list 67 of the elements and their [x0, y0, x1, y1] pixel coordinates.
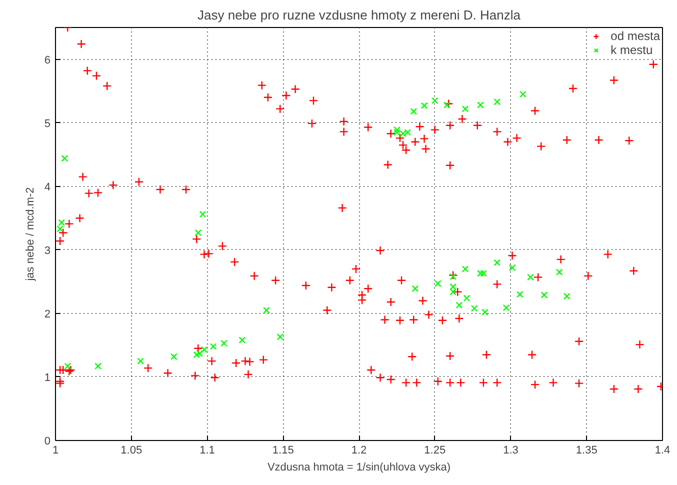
point — [462, 105, 469, 112]
point — [470, 304, 478, 312]
point — [519, 90, 526, 98]
point — [502, 304, 510, 312]
x-axis-title: Vzdusna hmota = 1/sin(uhlova vyska) — [267, 462, 451, 474]
y-tick-label: 4 — [44, 181, 51, 194]
point — [482, 308, 488, 316]
x-tick-label: 1.1 — [200, 444, 215, 456]
point — [64, 362, 72, 370]
point — [58, 219, 65, 226]
x-tick-label: 1.2 — [351, 444, 367, 456]
point — [238, 336, 246, 344]
y-tick-label: 3 — [44, 244, 51, 257]
point — [200, 346, 208, 354]
point — [494, 98, 501, 106]
y-tick-label: 2 — [44, 308, 51, 320]
point — [199, 210, 206, 218]
point — [480, 270, 487, 277]
point — [210, 343, 217, 350]
point — [263, 306, 270, 314]
x-tick-label: 1.05 — [120, 444, 142, 456]
point — [94, 362, 102, 370]
point — [394, 126, 400, 134]
y-tick-label: 1 — [44, 372, 51, 384]
point — [476, 270, 484, 277]
point — [456, 302, 463, 309]
point — [450, 288, 457, 296]
point — [420, 102, 428, 110]
point — [193, 351, 200, 358]
point — [410, 108, 418, 115]
point — [463, 294, 470, 302]
point — [61, 154, 68, 162]
y-tick-label: 5 — [44, 118, 51, 130]
y-tick-label: 0 — [44, 436, 51, 448]
point — [434, 280, 442, 287]
point — [450, 273, 457, 280]
x-tick-label: 1 — [52, 444, 59, 456]
point — [194, 229, 202, 236]
x-tick-label: 1.4 — [654, 444, 670, 456]
x-tick-label: 1.25 — [424, 444, 446, 456]
point — [516, 290, 524, 298]
point — [540, 292, 548, 298]
point — [476, 102, 484, 108]
point — [56, 225, 64, 232]
point — [556, 268, 563, 276]
point — [170, 353, 178, 360]
point — [196, 350, 204, 357]
y-tick-label: 6 — [44, 54, 51, 66]
x-tick-label: 1.15 — [272, 444, 294, 456]
point — [444, 102, 450, 108]
point — [431, 97, 438, 104]
point — [462, 266, 469, 272]
point — [508, 264, 516, 272]
legend-label: k mestu — [610, 43, 653, 57]
point — [450, 283, 457, 290]
chart-title: Jasy nebe pro ruzne vzdusne hmoty z mereni D. Hanzla — [198, 8, 522, 22]
y-axis-title: jas nebe / mcd.m-2 — [24, 187, 36, 282]
point — [276, 334, 284, 340]
point — [137, 358, 144, 365]
x-tick-label: 1.35 — [576, 444, 598, 456]
legend-label: od mesta — [610, 29, 660, 43]
x-tick-label: 1.3 — [503, 444, 518, 456]
point — [563, 292, 570, 300]
point — [494, 259, 501, 266]
point — [220, 340, 228, 347]
point — [412, 285, 419, 292]
point — [527, 274, 534, 281]
